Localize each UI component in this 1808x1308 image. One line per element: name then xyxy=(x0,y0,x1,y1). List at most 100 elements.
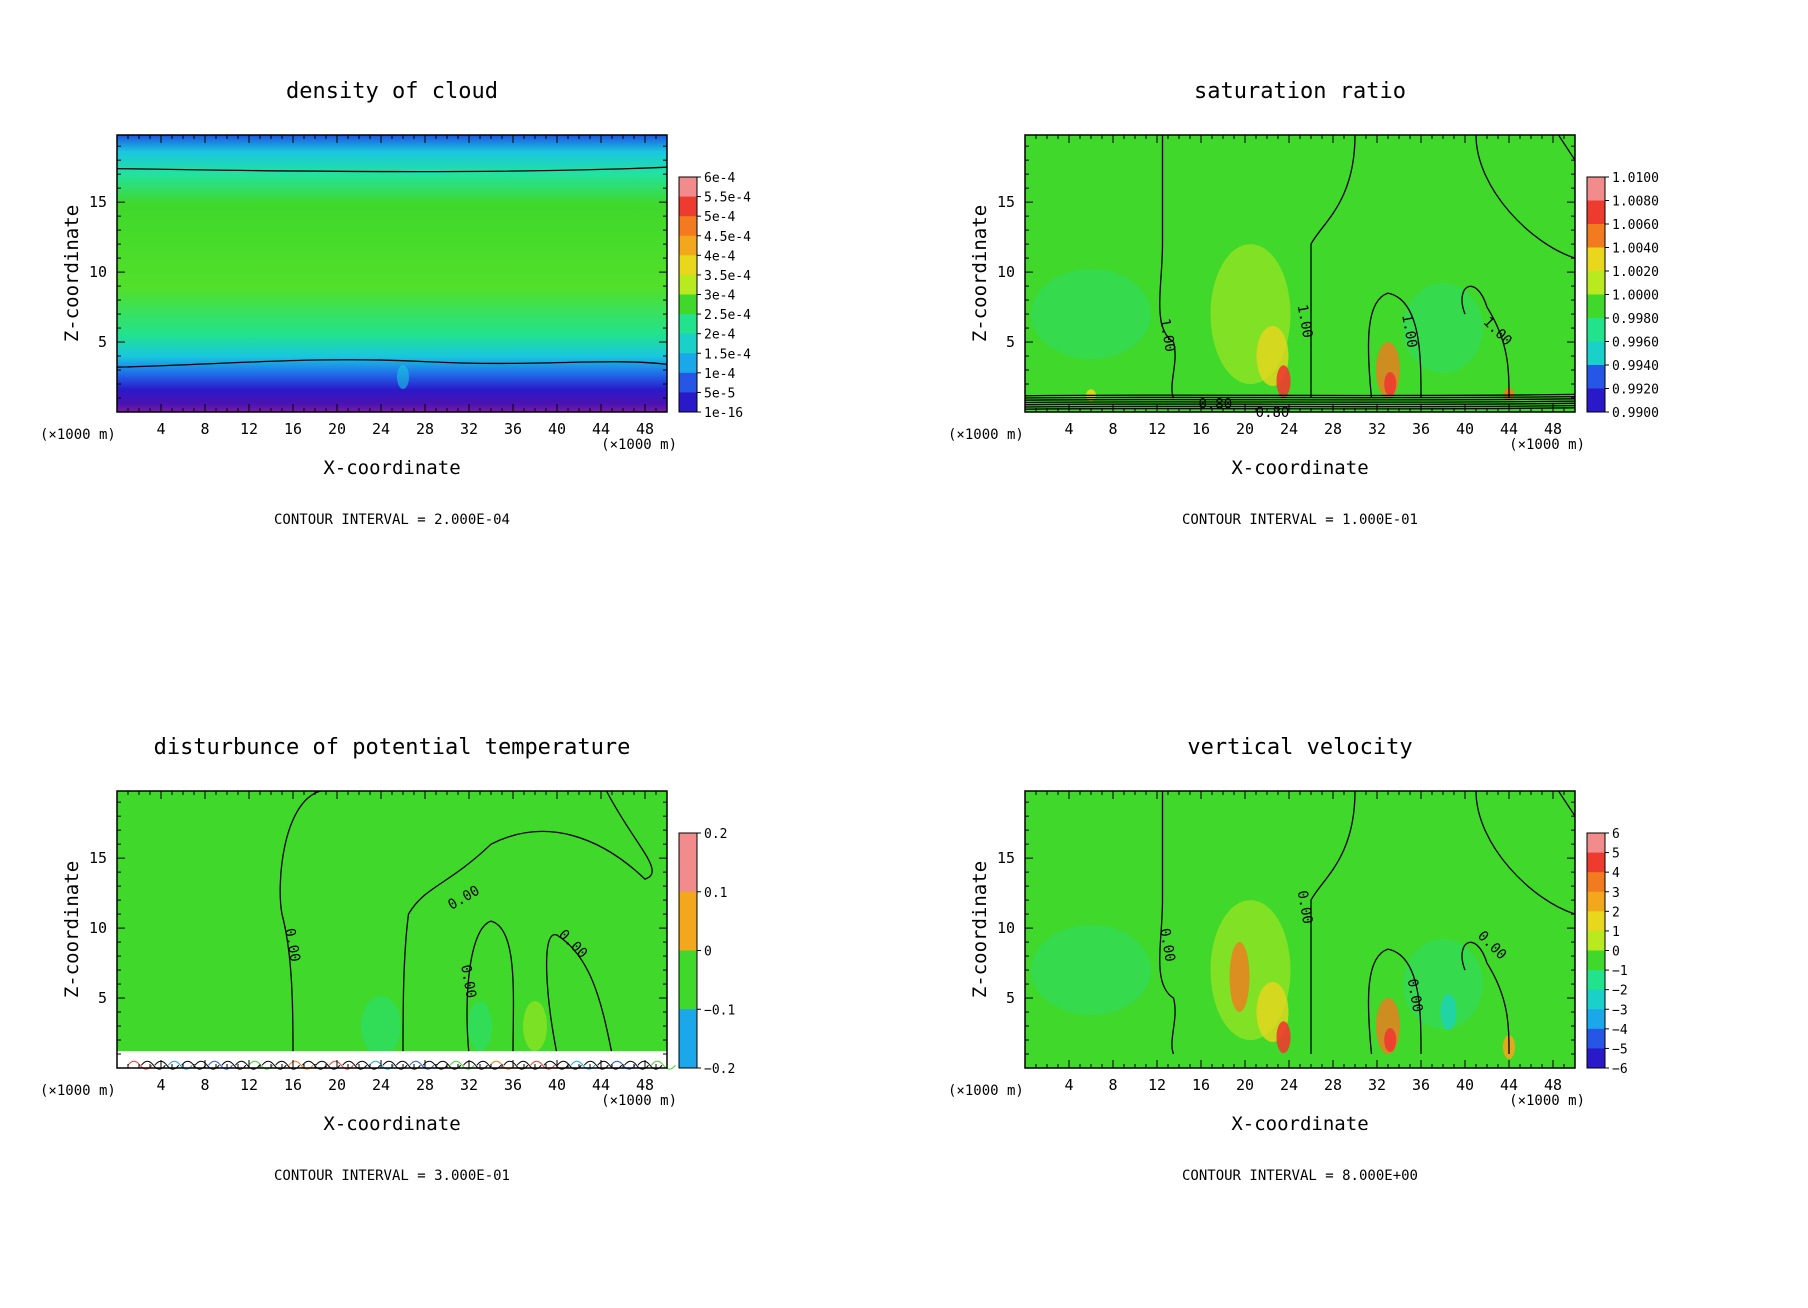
field-feature xyxy=(1440,994,1457,1031)
colorbar-label: 0.9980 xyxy=(1612,312,1659,327)
x-tick-label: 16 xyxy=(284,420,302,438)
x-axis-label: X-coordinate xyxy=(1231,457,1368,479)
contour-line xyxy=(1159,135,1176,399)
colorbar-segment xyxy=(679,833,697,893)
colorbar-segment xyxy=(1587,950,1605,971)
colorbar-label: 0.1 xyxy=(704,886,727,901)
colorbar-label: 6e-4 xyxy=(704,171,735,186)
y-tick-label: 5 xyxy=(1006,333,1015,351)
y-tick-label: 15 xyxy=(89,193,107,211)
contour-label: 1.00 xyxy=(1294,303,1316,339)
contour-label-group: 0.00 xyxy=(457,963,479,999)
x-tick-label: 48 xyxy=(1544,1076,1562,1094)
y-tick-label: 5 xyxy=(1006,989,1015,1007)
contour-line xyxy=(1475,790,1576,915)
colorbar-label: 1.5e-4 xyxy=(704,347,751,362)
y-axis-label: Z-coordinate xyxy=(61,861,83,998)
x-tick-label: 20 xyxy=(1236,1076,1254,1094)
x-tick-label: 36 xyxy=(504,1076,522,1094)
colorbar-label: −4 xyxy=(1612,1023,1628,1038)
colorbar-label: 1.0060 xyxy=(1612,218,1659,233)
y-tick-label: 15 xyxy=(997,193,1015,211)
colorbar-segment xyxy=(679,177,697,198)
field-max xyxy=(1276,1021,1291,1054)
colorbar-segment xyxy=(679,372,697,393)
contour-line-surface xyxy=(1024,402,1576,406)
x-tick-label: 36 xyxy=(1412,420,1430,438)
contour-interval-note: CONTOUR INTERVAL = 3.000E-01 xyxy=(274,1168,510,1184)
x-unit-left: (×1000 m) xyxy=(40,1083,116,1099)
colorbar-segment xyxy=(1587,294,1605,319)
x-tick-label: 4 xyxy=(1064,420,1073,438)
colorbar-label: 1.0000 xyxy=(1612,289,1659,304)
surface-noise xyxy=(651,1060,676,1070)
colorbar-segment xyxy=(1587,891,1605,912)
contour-label-group: 1.00 xyxy=(1294,303,1316,339)
colorbar-segment xyxy=(1587,224,1605,248)
x-tick-label: 40 xyxy=(548,1076,566,1094)
colorbar-segment xyxy=(1587,365,1605,389)
field-feature xyxy=(1031,925,1151,1016)
colorbar-label: −3 xyxy=(1612,1003,1628,1018)
contour-line xyxy=(1159,791,1176,1055)
x-tick-label: 40 xyxy=(1456,1076,1474,1094)
y-tick-label: 10 xyxy=(89,263,107,281)
colorbar-segment xyxy=(1587,1048,1605,1069)
contour-interval-note: CONTOUR INTERVAL = 2.000E-04 xyxy=(274,512,510,528)
colorbar-segment xyxy=(679,1009,697,1069)
x-tick-label: 4 xyxy=(1064,1076,1073,1094)
contour-label: 0.00 xyxy=(281,927,303,963)
colorbar-label: 1.0040 xyxy=(1612,242,1659,257)
colorbar-segment xyxy=(1587,872,1605,893)
x-tick-label: 12 xyxy=(240,1076,258,1094)
contour-line xyxy=(1557,790,1576,817)
contour-line xyxy=(545,934,613,1055)
x-axis-label: X-coordinate xyxy=(1231,1113,1368,1135)
y-tick-label: 10 xyxy=(997,919,1015,937)
contour-interval-note: CONTOUR INTERVAL = 1.000E-01 xyxy=(1182,512,1418,528)
colorbar-label: 4.5e-4 xyxy=(704,230,751,245)
colorbar-label: 0.9940 xyxy=(1612,359,1659,374)
colorbar-segment xyxy=(1587,318,1605,342)
x-tick-label: 12 xyxy=(1148,420,1166,438)
x-tick-label: 32 xyxy=(1368,1076,1386,1094)
colorbar-segment xyxy=(679,274,697,295)
contour-line xyxy=(402,790,653,1055)
colorbar-segment xyxy=(1587,388,1605,413)
colorbar-label: 3.5e-4 xyxy=(704,269,751,284)
contour-label-group: 0.00 xyxy=(1404,977,1426,1013)
x-unit-left: (×1000 m) xyxy=(948,427,1024,443)
x-tick-label: 32 xyxy=(1368,420,1386,438)
y-tick-label: 15 xyxy=(89,849,107,867)
field-feature xyxy=(361,996,401,1057)
colorbar-segment xyxy=(1587,200,1605,225)
colorbar-label: 3 xyxy=(1612,886,1620,901)
colorbar-segment xyxy=(1587,833,1605,854)
contour-label: 0.00 xyxy=(457,963,479,999)
x-tick-label: 32 xyxy=(460,1076,478,1094)
x-tick-label: 48 xyxy=(636,420,654,438)
contour-line xyxy=(1310,790,1356,1054)
x-tick-label: 8 xyxy=(200,420,209,438)
y-tick-label: 5 xyxy=(98,989,107,1007)
colorbar-label: 0.9900 xyxy=(1612,406,1659,421)
chart-disturbance-potential-temperature: 0.000.000.000.004 8 12 16 20 24 28 32 36 40 44 4851… xyxy=(40,735,735,1184)
contour-line xyxy=(116,359,668,368)
colorbar-segment xyxy=(1587,247,1605,272)
x-tick-label: 44 xyxy=(1500,1076,1518,1094)
colorbar-segment xyxy=(1587,930,1605,951)
y-tick-label: 5 xyxy=(98,333,107,351)
x-tick-label: 48 xyxy=(636,1076,654,1094)
x-tick-label: 36 xyxy=(504,420,522,438)
x-unit-left: (×1000 m) xyxy=(948,1083,1024,1099)
x-tick-label: 24 xyxy=(372,1076,390,1094)
contour-line xyxy=(1475,134,1576,259)
colorbar-label: −2 xyxy=(1612,984,1628,999)
colorbar-segment xyxy=(1587,989,1605,1010)
field-feature xyxy=(1229,942,1250,1013)
x-tick-label: 12 xyxy=(1148,1076,1166,1094)
colorbar-segment xyxy=(679,294,697,315)
y-axis-label: Z-coordinate xyxy=(61,205,83,342)
contour-label: 0.00 xyxy=(1156,927,1178,963)
